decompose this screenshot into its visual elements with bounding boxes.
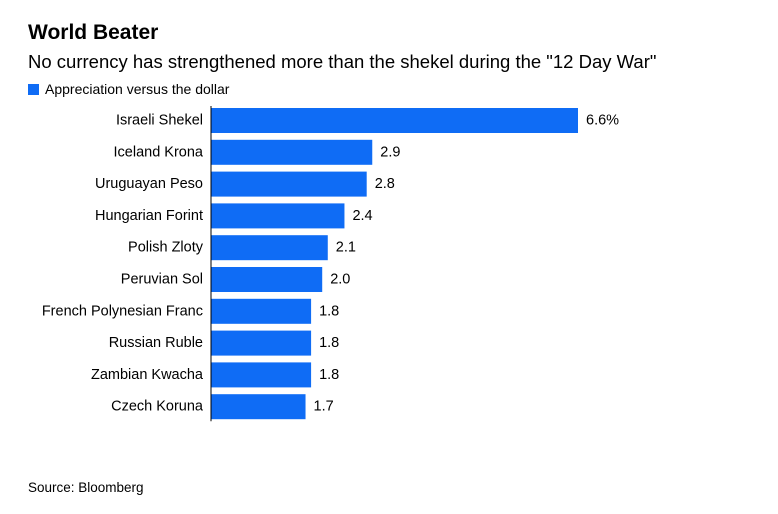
category-label: Polish Zloty [128, 240, 204, 256]
category-label: Israeli Shekel [116, 113, 203, 129]
value-label: 2.0 [330, 272, 350, 288]
bar-israeli-shekel [211, 108, 578, 133]
bar-russian-ruble [211, 330, 312, 356]
bar-czech-koruna [211, 394, 306, 420]
chart-subtitle: No currency has strengthened more than t… [28, 51, 657, 72]
value-label: 6.6% [586, 113, 619, 129]
bar-zambian-kwacha [211, 362, 312, 388]
category-label: Russian Ruble [109, 335, 203, 351]
legend-swatch [28, 83, 39, 95]
bar-peruvian-sol [211, 267, 323, 292]
bar-hungarian-forint [211, 203, 345, 229]
value-label: 1.8 [319, 367, 339, 383]
value-label: 2.9 [380, 144, 400, 160]
value-label: 1.8 [319, 303, 339, 319]
legend-label: Appreciation versus the dollar [45, 81, 230, 97]
category-label: Iceland Krona [114, 144, 204, 160]
value-label: 2.1 [336, 240, 356, 256]
category-label: French Polynesian Franc [42, 303, 203, 319]
category-label: Zambian Kwacha [91, 367, 204, 383]
bar-iceland-krona [211, 139, 373, 165]
legend: Appreciation versus the dollar [28, 80, 229, 98]
bar-uruguayan-peso [211, 171, 367, 197]
category-label: Uruguayan Peso [95, 176, 203, 192]
value-label: 2.8 [375, 176, 395, 192]
category-label: Hungarian Forint [95, 208, 203, 224]
value-label: 2.4 [352, 208, 372, 224]
bar-french-polynesian-franc [211, 298, 312, 324]
chart-title: World Beater [28, 21, 159, 44]
source-note: Source: Bloomberg [28, 480, 144, 495]
category-label: Czech Koruna [111, 399, 204, 415]
value-label: 1.7 [314, 399, 334, 415]
bar-polish-zloty [211, 235, 328, 261]
value-label: 1.8 [319, 335, 339, 351]
category-label: Peruvian Sol [121, 272, 203, 288]
